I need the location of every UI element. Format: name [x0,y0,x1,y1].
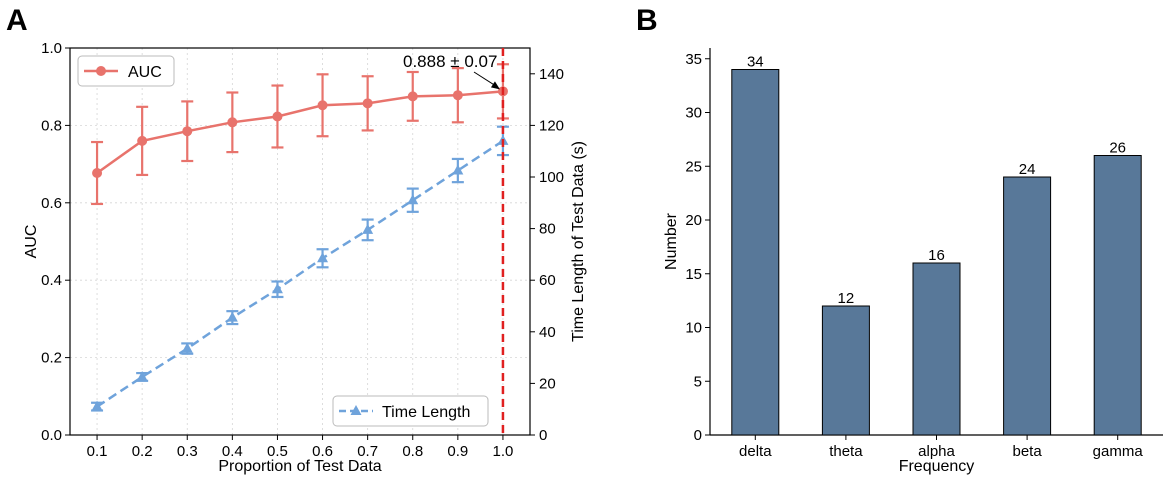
bar-value-label: 34 [747,54,764,71]
y-tick-label: 0 [694,427,702,444]
x-tick-label: gamma [1093,443,1144,460]
data-point [136,370,148,381]
data-point [317,100,328,111]
x-tick-label: theta [829,443,863,460]
x-tick-label: 0.1 [87,443,108,460]
bar-beta [1003,176,1052,436]
x-tick-label: 0.8 [402,443,423,460]
y-tick-label: 35 [685,51,702,68]
x-tick-label: delta [739,443,772,460]
data-point [407,194,419,205]
data-point [317,252,329,263]
bar-value-label: 16 [928,247,945,264]
data-point [227,117,238,128]
bar-value-label: 24 [1019,161,1036,178]
y-tick-label: 0.0 [41,427,62,444]
data-point [452,164,464,175]
y2-tick-label: 0 [539,427,547,444]
y2-tick-label: 120 [539,117,564,134]
y2-tick-label: 80 [539,221,556,238]
data-point [182,126,193,137]
y-tick-label: 25 [685,158,702,175]
y2-tick-label: 140 [539,66,564,83]
x-tick-label: 0.2 [132,443,153,460]
bar-delta [731,69,780,436]
bar-value-label: 26 [1109,140,1126,157]
panel-a-letter: A [6,4,28,37]
y-axis-label: AUC [23,225,40,259]
data-point [452,90,463,101]
panel-b-letter: B [636,4,658,37]
y-tick-label: 30 [685,105,702,122]
series-line-1 [96,139,504,408]
legend-box-auc [77,55,175,87]
data-point [226,311,238,322]
x-axis-label: Proportion of Test Data [218,458,381,475]
bar-gamma [1093,155,1142,436]
y-tick-label: 1.0 [41,40,62,57]
chart-a: 0.1 0.2 0.3 0.4 0.5 0.6 0.7 0.8 0.9 1.0 0.0 0.2 0.4 0… [23,40,587,475]
y2-tick-label: 40 [539,324,556,341]
y-tick-label: 20 [685,212,702,229]
data-point [362,223,374,234]
data-point [272,111,283,122]
data-point [407,91,418,102]
legend-marker-auc [96,66,106,76]
x-tick-label: 0.7 [357,443,378,460]
data-point [137,135,148,146]
bar-value-label: 12 [838,290,855,307]
y-axis-label: Number [663,212,680,270]
y-tick-label: 0.8 [41,117,62,134]
plot-frame [69,47,531,436]
bar-alpha [912,262,961,436]
data-point [271,283,283,294]
y-tick-label: 5 [694,373,702,390]
y2-axis-label: Time Length of Test Data (s) [570,141,587,342]
x-tick-label: 1.0 [493,443,514,460]
x-tick-label: 0.9 [447,443,468,460]
legend-label-time: Time Length [382,404,470,421]
x-tick-label: 0.6 [312,443,333,460]
y-tick-label: 0.4 [41,272,62,289]
legend-box-time [332,395,489,427]
y2-tick-label: 60 [539,272,556,289]
x-tick-label: 0.4 [222,443,243,460]
x-tick-label: 0.3 [177,443,198,460]
y2-tick-label: 100 [539,169,564,186]
data-point [91,400,103,411]
annotation-text: 0.888 ± 0.07 [403,52,497,71]
x-axis-label: Frequency [899,458,975,475]
y-tick-label: 10 [685,320,702,337]
y-tick-label: 0.2 [41,350,62,367]
legend-label-auc: AUC [128,64,162,81]
series-line-0 [96,90,504,175]
y2-tick-label: 20 [539,375,556,392]
y-tick-label: 15 [685,266,702,283]
data-point [181,342,193,353]
data-point [362,98,373,109]
x-tick-label: beta [1012,443,1042,460]
legend-marker-time [350,405,362,415]
data-point [92,168,103,179]
annotation-arrowhead [490,81,500,90]
y-tick-label: 0.6 [41,195,62,212]
chart-b: 0 5 10 15 20 25 30 35 34 delta 12 theta 16 alpha 24 bet… [663,48,1163,475]
bar-theta [821,305,870,436]
x-tick-label: 0.5 [267,443,288,460]
x-tick-label: alpha [918,443,955,460]
